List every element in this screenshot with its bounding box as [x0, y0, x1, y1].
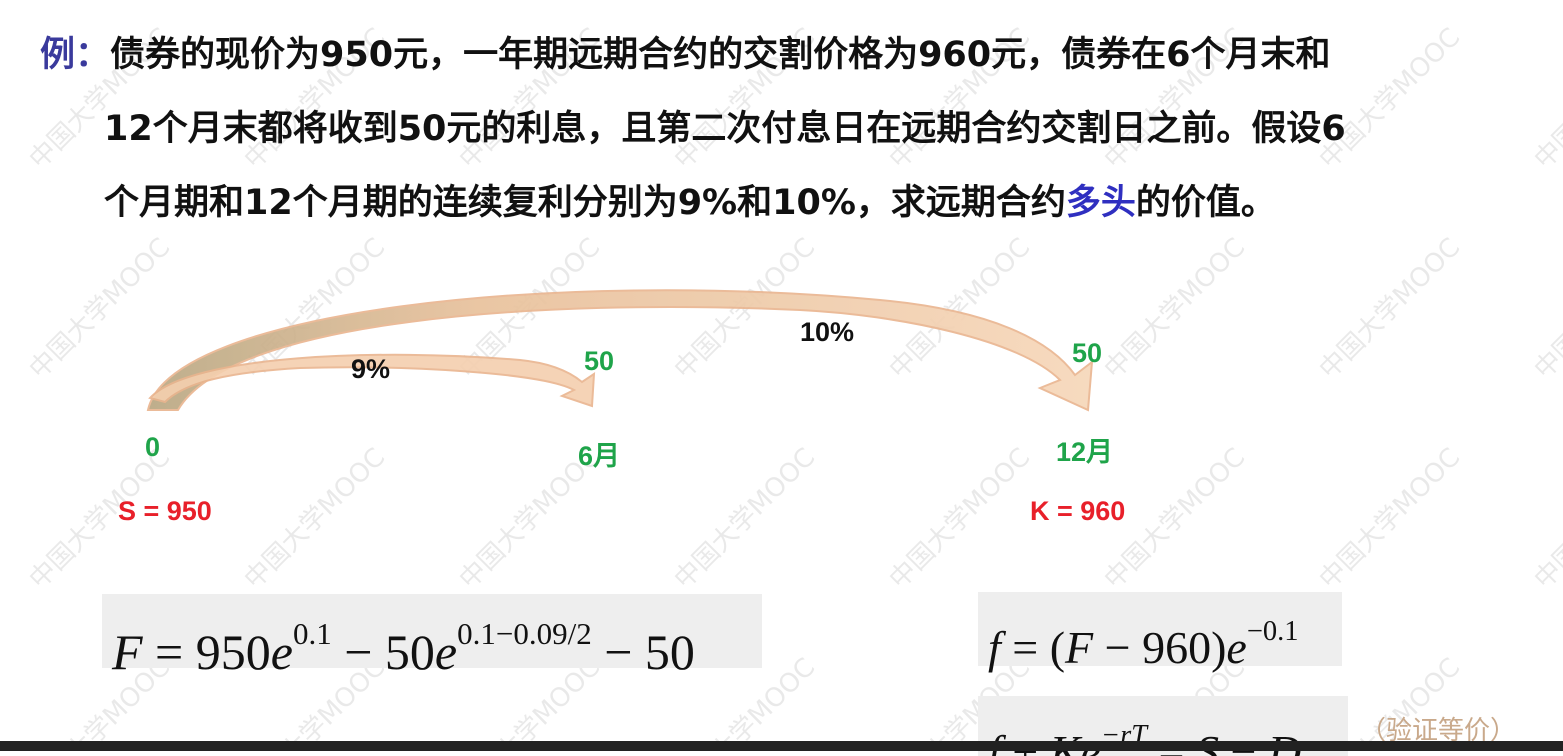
f1-exp1: 0.1 — [292, 616, 332, 651]
arrow-12-month — [146, 289, 1094, 412]
coupon-12-month-label: 50 — [1072, 338, 1103, 368]
forward-value-formula: f = (F − 960)e−0.1 — [978, 592, 1342, 673]
forward-price-formula: F = 950e0.1 − 50e0.1−0.09/2 − 50 — [102, 594, 762, 680]
problem-text-1: 债券的现价为950元，一年期远期合约的交割价格为960元，债券在6个月末和 — [110, 35, 1331, 75]
problem-line-3: 个月期和12个月期的连续复利分别为9%和10%，求远期合约多头的价值。 — [40, 166, 1540, 240]
time-6-month-label: 6月 — [578, 441, 621, 471]
bottom-bar — [0, 741, 1563, 751]
f2-mid: − 960) — [1093, 621, 1227, 673]
rate-6-month-label: 9% — [351, 354, 391, 384]
problem-line-2: 12个月末都将收到50元的利息，且第二次付息日在远期合约交割日之前。假设6 — [104, 109, 1346, 149]
delivery-price-label: K = 960 — [1030, 496, 1126, 526]
problem-statement: 例：债券的现价为950元，一年期远期合约的交割价格为960元，债券在6个月末和 … — [40, 18, 1540, 240]
f2-F: F — [1065, 621, 1094, 673]
f2-lhs: f — [988, 621, 1001, 673]
time-0-label: 0 — [145, 432, 161, 462]
f1-eq: = 950 — [142, 623, 271, 680]
f1-lhs: F — [112, 623, 143, 680]
f1-exp2: 0.1−0.09/2 — [457, 616, 592, 651]
f1-mid: − 50 — [331, 623, 435, 680]
f2-eq: = ( — [1000, 621, 1066, 673]
long-position-highlight: 多头 — [1065, 183, 1136, 223]
problem-text-3b: 的价值。 — [1135, 183, 1276, 223]
example-prefix: 例： — [40, 35, 111, 75]
problem-line-1: 例：债券的现价为950元，一年期远期合约的交割价格为960元，债券在6个月末和 — [40, 18, 1540, 92]
problem-text-3a: 个月期和12个月期的连续复利分别为9%和10%，求远期合约 — [104, 183, 1066, 223]
rate-12-month-label: 10% — [800, 317, 855, 347]
arrow-6-month — [148, 353, 596, 408]
coupon-6-month-label: 50 — [584, 346, 615, 376]
f1-e2: e — [434, 623, 458, 680]
f1-tail: − 50 — [591, 623, 695, 680]
time-12-month-label: 12月 — [1056, 437, 1114, 467]
f2-e: e — [1226, 621, 1247, 673]
f2-exp: −0.1 — [1246, 616, 1299, 647]
spot-price-label: S = 950 — [118, 496, 212, 526]
f1-e1: e — [270, 623, 293, 680]
